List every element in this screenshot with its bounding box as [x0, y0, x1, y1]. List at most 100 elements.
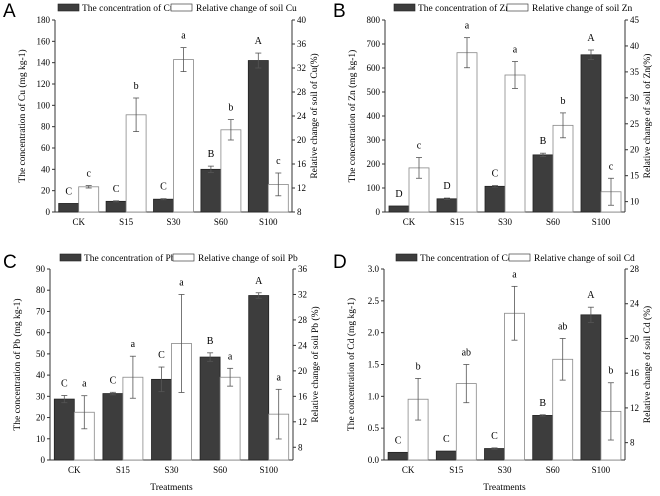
significance-letter: b [561, 96, 566, 107]
legend-swatch-white [506, 3, 529, 12]
y2-tick-label: 20 [297, 135, 307, 145]
bar [532, 154, 554, 213]
significance-letter: c [609, 161, 614, 172]
y-tick-label: 3.0 [368, 264, 380, 274]
y-tick-label: 40 [41, 164, 51, 174]
legend-label: Relative change of soil Cd [534, 253, 635, 264]
x-tick-label: S100 [259, 465, 278, 475]
panel-label: C [3, 252, 17, 273]
significance-letter: b [416, 361, 421, 372]
y2-tick-label: 40 [630, 41, 640, 51]
legend-label: The concentration of Zn [418, 3, 510, 14]
legend-swatch-dark [393, 3, 416, 12]
significance-letter: C [158, 350, 165, 361]
y-tick-label: 80 [41, 122, 51, 132]
y2-axis-label: Relative change of soil Cd (%) [642, 306, 653, 423]
x-tick-label: S60 [546, 217, 561, 227]
y-tick-label: 300 [367, 135, 381, 145]
x-tick-label: CK [402, 465, 415, 475]
y2-tick-label: 24 [630, 299, 640, 309]
legend-label: Relative change of soil Cu [196, 3, 297, 14]
x-tick-label: S15 [116, 465, 131, 475]
y-tick-label: 10 [36, 434, 46, 444]
significance-letter: ab [462, 348, 471, 359]
legend-label: Relative change of soil Pb [198, 253, 298, 264]
significance-letter: ab [558, 321, 567, 332]
significance-letter: c [417, 141, 422, 152]
legend-swatch-white [170, 3, 193, 12]
y-tick-label: 0 [41, 455, 46, 465]
y-tick-label: 0.5 [368, 423, 380, 433]
x-tick-label: S30 [497, 465, 512, 475]
significance-letter: A [255, 276, 263, 287]
y2-tick-label: 12 [630, 403, 639, 413]
y-tick-label: 2.5 [368, 296, 380, 306]
bar [532, 415, 554, 461]
legend-swatch-white [172, 253, 195, 262]
significance-letter: C [395, 435, 402, 446]
x-tick-label: CK [68, 465, 81, 475]
legend-label: Relative change of soil Zn [532, 3, 632, 14]
legend-swatch-dark [59, 253, 82, 262]
y-tick-label: 160 [37, 36, 51, 46]
significance-letter: A [587, 290, 595, 301]
bar [220, 129, 242, 213]
bar [436, 198, 458, 213]
significance-letter: c [86, 169, 91, 180]
significance-letter: c [276, 156, 281, 167]
bar [173, 59, 194, 213]
significance-letter: a [228, 351, 233, 362]
significance-letter: b [134, 81, 139, 92]
y2-tick-label: 16 [297, 159, 307, 169]
y-tick-label: 800 [367, 15, 381, 25]
y2-tick-label: 30 [630, 93, 640, 103]
significance-letter: B [208, 149, 215, 160]
y-tick-label: 0 [46, 207, 51, 217]
significance-letter: A [255, 36, 263, 47]
bar [388, 205, 410, 213]
legend-swatch-dark [395, 253, 418, 262]
significance-letter: a [512, 269, 517, 280]
y2-tick-label: 35 [630, 67, 640, 77]
y2-tick-label: 8 [630, 438, 635, 448]
y2-tick-label: 20 [630, 333, 640, 343]
x-tick-label: S15 [449, 465, 464, 475]
y2-tick-label: 20 [298, 366, 308, 376]
y2-tick-label: 32 [297, 63, 306, 73]
y-tick-label: 500 [367, 87, 381, 97]
x-tick-label: S100 [592, 465, 611, 475]
y2-tick-label: 28 [298, 315, 308, 325]
y2-tick-label: 24 [297, 111, 307, 121]
y2-tick-label: 16 [298, 391, 308, 401]
y-axis-label: The concentration of Cd (mg kg-1) [346, 298, 357, 431]
bar [484, 185, 506, 213]
bar [102, 393, 124, 461]
panel-label: A [3, 1, 16, 22]
significance-letter: A [587, 33, 595, 44]
bar [504, 74, 526, 213]
panel-A: A 0 20 40 60 80 100 120 140 160 180 8 12 16 20 24 28 32 36… [3, 1, 320, 227]
significance-letter: D [443, 181, 450, 192]
x-axis-label: Treatments [483, 483, 526, 493]
bar [387, 451, 409, 461]
y-tick-label: 140 [37, 58, 51, 68]
x-tick-label: S100 [259, 217, 278, 227]
y-axis-label: The concentration of Zn (mg kg-1) [347, 50, 358, 183]
panel-B: B 0 100 200 300 400 500 600 700 800 10 15 20 25 30 35 40… [333, 1, 653, 227]
y2-tick-label: 10 [630, 197, 640, 207]
significance-letter: C [160, 182, 167, 193]
significance-letter: D [395, 189, 402, 200]
y2-tick-label: 32 [298, 289, 307, 299]
x-tick-label: S60 [546, 465, 561, 475]
y2-axis-label: Relative change of soil of Cu(%) [309, 53, 320, 178]
y-tick-label: 700 [367, 39, 381, 49]
bar [456, 52, 478, 213]
y2-tick-label: 28 [630, 264, 640, 274]
y2-tick-label: 8 [297, 207, 302, 217]
legend-label: The concentration of Cd [420, 253, 513, 264]
y-tick-label: 120 [37, 79, 51, 89]
bar [484, 448, 505, 461]
y2-axis-label: Relative change of soil Pb (%) [310, 306, 321, 422]
bar [153, 198, 174, 213]
panel-label: D [333, 252, 347, 273]
